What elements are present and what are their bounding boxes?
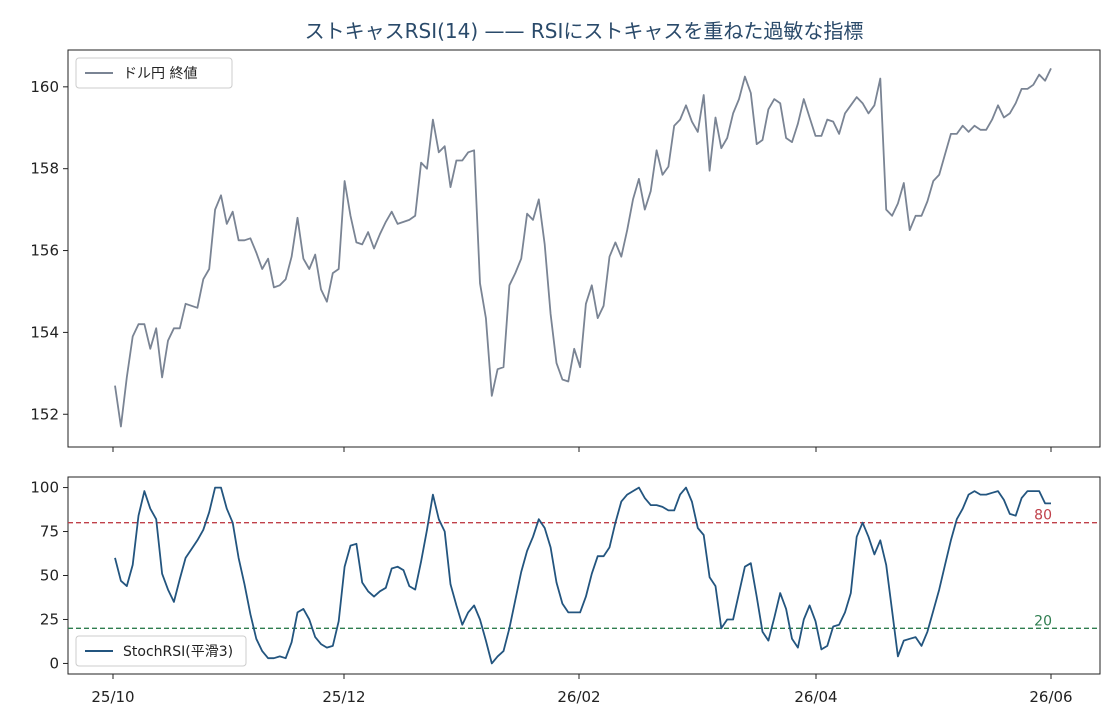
x-tick-label: 26/02 [557,688,600,706]
plot-frame [67,49,1101,448]
price-panel: 152 154 156 158 160 ドル円 終値 [30,49,1101,452]
y-tick-label: 152 [30,405,59,423]
y-tick-label: 100 [30,479,59,497]
y-tick-label: 160 [30,78,59,96]
legend-label: StochRSI(平滑3) [123,643,233,660]
stochrsi-panel: 0 25 50 75 100 25/10 25/12 26/02 26/04 26/06 80 20 S… [30,476,1101,706]
y-tick-label: 0 [49,654,59,672]
reference-label-20: 20 [1034,613,1052,629]
x-tick-label: 26/04 [794,688,837,706]
y-tick-label: 75 [40,523,59,541]
x-tick-label: 26/06 [1029,688,1072,706]
series-line [114,68,1052,428]
series-line [114,486,1051,665]
y-tick-label: 25 [40,610,59,628]
reference-label-80: 80 [1034,508,1052,524]
legend-box [75,635,247,667]
y-tick-label: 156 [30,242,59,260]
legend-label: ドル円 終値 [123,66,197,82]
chart-title: ストキャスRSI(14) —— RSIにストキャスを重ねた過敏な指標 [305,19,864,43]
x-tick-label: 25/12 [322,688,365,706]
x-tick-label: 25/10 [91,688,134,706]
legend-box [75,57,233,89]
y-tick-label: 154 [30,323,59,341]
y-tick-label: 158 [30,160,59,178]
y-tick-label: 50 [40,567,59,585]
